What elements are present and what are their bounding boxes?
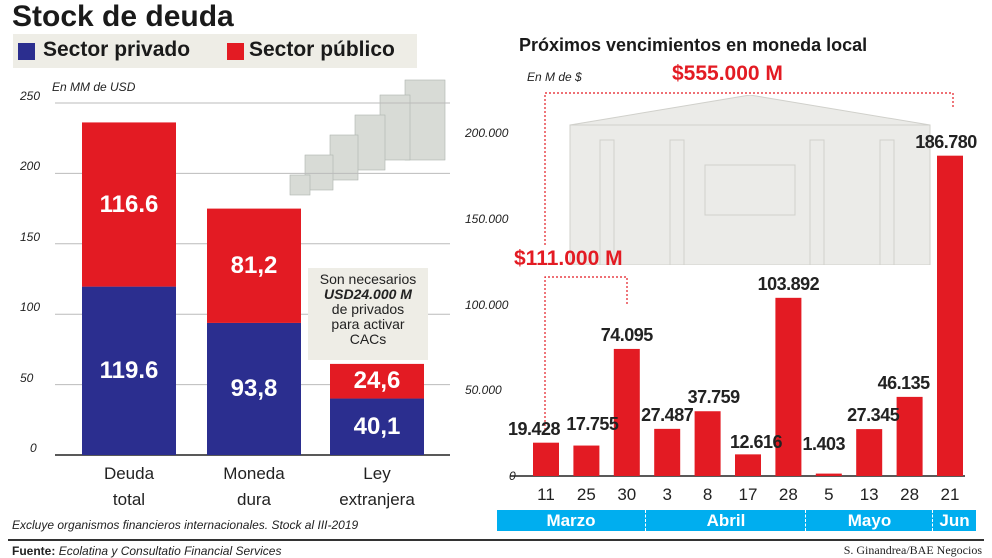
legend: Sector privado Sector público: [13, 34, 417, 68]
bar: [937, 155, 963, 476]
bar-value-label: 12.616: [729, 432, 783, 453]
bar-value-label: 1.403: [802, 434, 846, 454]
legend-label-publico: Sector público: [249, 38, 395, 61]
y-tick-label: 0: [509, 469, 516, 483]
right-unit-label: En M de $: [527, 70, 582, 84]
bracket-marzo: [544, 276, 628, 430]
bar-value-label: 103.892: [757, 273, 820, 294]
bar: [735, 454, 761, 476]
x-tick-label: 11: [537, 485, 555, 504]
annotation-line: de privados: [331, 301, 405, 317]
bar-value-label: 24,6: [353, 367, 401, 395]
x-tick-label: 17: [738, 485, 758, 504]
y-tick-label: 200.000: [465, 126, 509, 140]
bar: [654, 428, 681, 476]
bar-value-label: 27.487: [641, 404, 694, 425]
category-label-line2: extranjera: [339, 490, 415, 509]
bar-publico: [330, 363, 424, 399]
source: Fuente: Ecolatina y Consultatio Financia…: [12, 544, 281, 558]
y-tick-label: 50: [20, 370, 34, 385]
legend-swatch-privado: [18, 43, 35, 60]
month-band-mayo: Mayo: [805, 510, 933, 531]
bar-value-label: 119.6: [99, 356, 159, 384]
annotation-line: USD24.000 M: [324, 286, 412, 302]
bar-value-label: 186.780: [915, 131, 977, 152]
x-tick-label: 13: [859, 485, 879, 504]
bar-value-label: 46.135: [877, 372, 931, 393]
bar-value-label: 116.6: [99, 190, 159, 218]
category-label-line2: total: [112, 490, 146, 509]
x-tick-label: 28: [778, 485, 798, 504]
category-label-line1: Ley: [363, 464, 391, 483]
bar-publico: [82, 122, 176, 287]
month-band-marzo: Marzo: [497, 510, 645, 531]
bank-building-image: [569, 95, 931, 265]
y-tick-label: 100.000: [465, 297, 509, 312]
bar-value-label: 17.755: [566, 413, 619, 434]
legend-label-privado: Sector privado: [43, 38, 191, 61]
y-tick-label: 250: [20, 89, 41, 103]
bracket-total: [544, 92, 954, 245]
bar-value-label: 37.759: [687, 387, 741, 408]
bar: [573, 445, 600, 476]
annotation-marzo: $111.000 M: [514, 247, 623, 270]
y-tick-label: 100: [20, 300, 41, 315]
footer-divider: [8, 539, 984, 541]
credit: S. Ginandrea/BAE Negocios: [843, 543, 982, 557]
right-chart: [510, 92, 965, 477]
bar: [856, 429, 883, 476]
annotation-box: Son necesarios USD24.000 M de privados p…: [308, 268, 428, 360]
category-label-line2: dura: [236, 490, 272, 509]
source-text: Ecolatina y Consultatio Financial Servic…: [58, 544, 282, 558]
annotation-total: $555.000 M: [672, 62, 783, 85]
bar-value-label: 81,2: [230, 251, 278, 279]
legend-swatch-publico: [227, 43, 244, 60]
bar-privado: [207, 322, 301, 455]
footnote: Excluye organismos financieros internaci…: [12, 518, 359, 532]
bar: [815, 473, 842, 476]
annotation-line: CACs: [349, 331, 387, 347]
left-unit-label: En MM de USD: [52, 80, 136, 94]
bar: [694, 411, 721, 476]
x-tick-label: 3: [662, 485, 672, 504]
bar: [775, 297, 802, 476]
bar-value-label: 40,1: [353, 412, 401, 440]
x-tick-label: 25: [576, 485, 596, 504]
x-tick-label: 21: [940, 485, 960, 504]
bar-privado: [330, 398, 424, 455]
category-label-line1: Deuda: [103, 464, 155, 483]
left-chart: [55, 102, 450, 456]
annotation-line: para activar: [331, 316, 405, 332]
bar: [613, 348, 640, 476]
bar-value-label: 74.095: [600, 324, 654, 345]
bar-value-label: 93,8: [230, 374, 278, 402]
x-tick-label: 30: [617, 485, 637, 504]
annotation-line: Son necesarios: [319, 271, 417, 287]
y-tick-label: 50.000: [465, 383, 502, 398]
bar-value-label: 19.428: [507, 418, 561, 439]
x-tick-label: 5: [824, 485, 834, 504]
month-band-jun: Jun: [932, 510, 976, 531]
page-title: Stock de deuda: [12, 0, 234, 33]
category-label-line1: Moneda: [223, 464, 285, 483]
bar-privado: [82, 286, 176, 455]
y-tick-label: 200: [20, 159, 41, 174]
bar: [896, 396, 923, 476]
bar: [533, 442, 559, 476]
y-tick-label: 0: [30, 441, 37, 455]
month-band-abril: Abril: [645, 510, 806, 531]
bar-value-label: 27.345: [847, 405, 900, 426]
source-label: Fuente:: [12, 544, 56, 558]
right-chart-title: Próximos vencimientos en moneda local: [519, 35, 868, 55]
bar-publico: [207, 208, 301, 323]
x-tick-label: 8: [702, 485, 713, 504]
x-tick-label: 28: [900, 485, 920, 504]
y-tick-label: 150: [20, 229, 41, 244]
money-stacks-image: [289, 79, 446, 196]
y-tick-label: 150.000: [465, 211, 509, 226]
